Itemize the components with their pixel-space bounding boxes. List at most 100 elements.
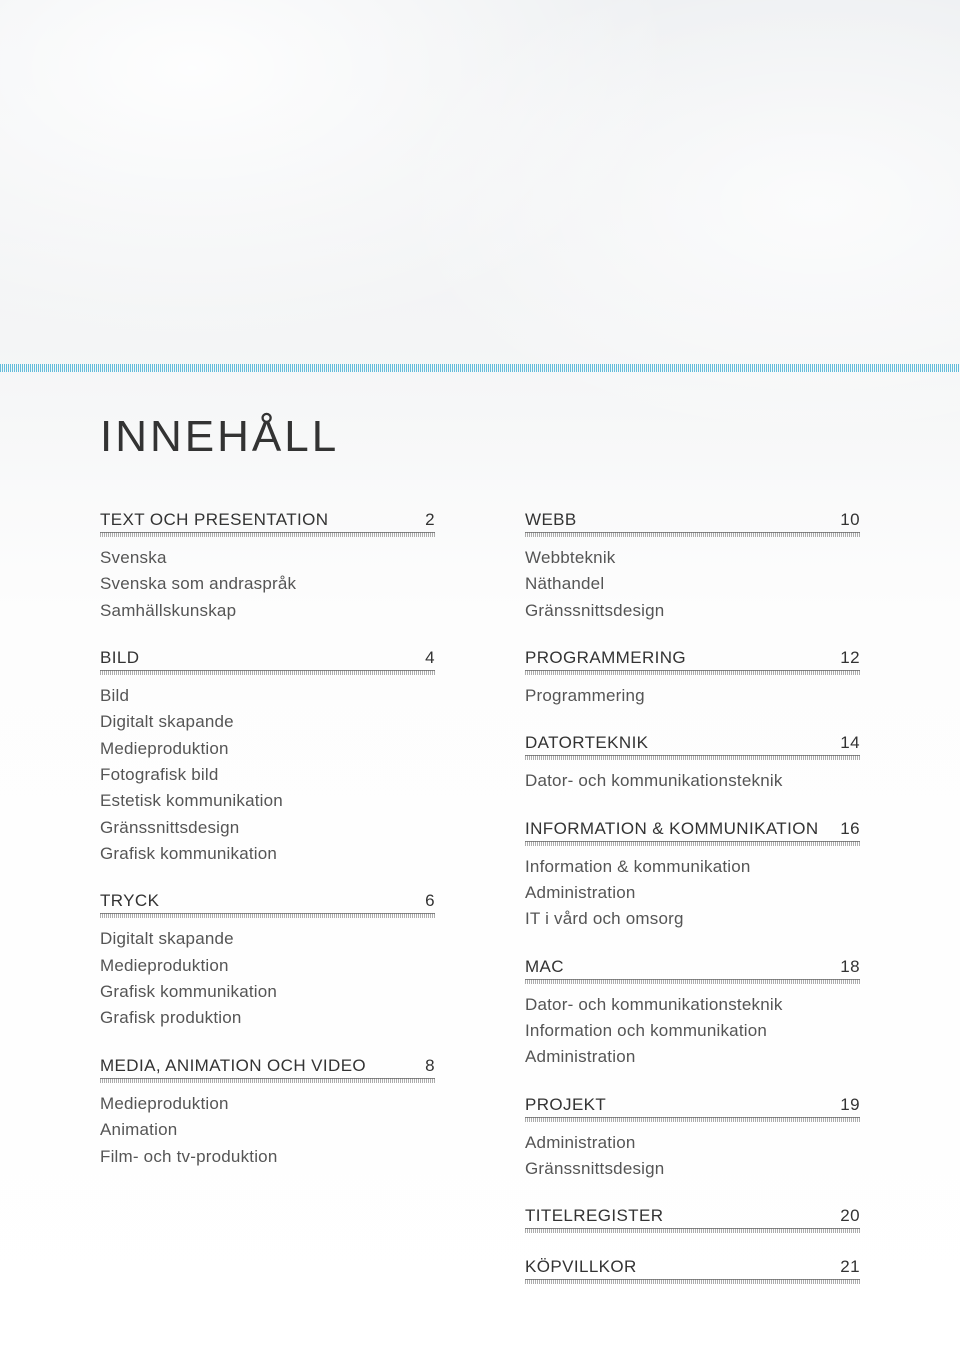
toc-item[interactable]: IT i vård och omsorg	[525, 906, 860, 932]
toc-item[interactable]: Information & kommunikation	[525, 854, 860, 880]
toc-section-title: TEXT OCH PRESENTATION	[100, 510, 328, 530]
toc-section-underline	[100, 532, 435, 537]
toc-section: PROJEKT 19 AdministrationGränssnittsdesign	[525, 1095, 860, 1183]
toc-section-underline	[525, 1228, 860, 1233]
toc-item[interactable]: Medieproduktion	[100, 736, 435, 762]
toc-item[interactable]: Svenska	[100, 545, 435, 571]
toc-item[interactable]: Estetisk kommunikation	[100, 788, 435, 814]
toc-section-underline	[100, 913, 435, 918]
toc-item[interactable]: Näthandel	[525, 571, 860, 597]
toc-section-header[interactable]: WEBB 10	[525, 510, 860, 533]
toc-item[interactable]: Grafisk kommunikation	[100, 841, 435, 867]
toc-section-title: DATORTEKNIK	[525, 733, 648, 753]
toc-section-header[interactable]: INFORMATION & KOMMUNIKATION 16	[525, 819, 860, 842]
toc-section-header[interactable]: BILD 4	[100, 648, 435, 671]
toc-item-list: BildDigitalt skapandeMedieproduktionFoto…	[100, 683, 435, 867]
toc-section-title: PROGRAMMERING	[525, 648, 686, 668]
toc-section-title: WEBB	[525, 510, 577, 530]
toc-section-header[interactable]: DATORTEKNIK 14	[525, 733, 860, 756]
toc-section-header[interactable]: TRYCK 6	[100, 891, 435, 914]
toc-item-list: Digitalt skapandeMedieproduktionGrafisk …	[100, 926, 435, 1031]
toc-section-title: MEDIA, ANIMATION OCH VIDEO	[100, 1056, 366, 1076]
toc-section-page: 14	[840, 733, 860, 753]
toc-section-underline	[100, 1078, 435, 1083]
toc-left-column: TEXT OCH PRESENTATION 2 SvenskaSvenska som…	[100, 510, 435, 1308]
toc-item-list: MedieproduktionAnimationFilm- och tv-pro…	[100, 1091, 435, 1170]
page-title: INNEHÅLL	[100, 412, 339, 462]
toc-section: TEXT OCH PRESENTATION 2 SvenskaSvenska som…	[100, 510, 435, 624]
toc-section-underline	[525, 532, 860, 537]
toc-item-list: Programmering	[525, 683, 860, 709]
toc-item[interactable]: Gränssnittsdesign	[100, 815, 435, 841]
toc-section: KÖPVILLKOR 21	[525, 1257, 860, 1284]
toc-item-list: Dator- och kommunikationsteknikInformati…	[525, 992, 860, 1071]
toc-section-header[interactable]: PROJEKT 19	[525, 1095, 860, 1118]
toc-section-header[interactable]: MAC 18	[525, 957, 860, 980]
toc-section-header[interactable]: KÖPVILLKOR 21	[525, 1257, 860, 1280]
toc-item[interactable]: Programmering	[525, 683, 860, 709]
toc-item[interactable]: Grafisk kommunikation	[100, 979, 435, 1005]
toc-item[interactable]: Administration	[525, 880, 860, 906]
toc-item[interactable]: Fotografisk bild	[100, 762, 435, 788]
toc-section: WEBB 10 WebbteknikNäthandelGränssnittsdesi…	[525, 510, 860, 624]
toc-section: MEDIA, ANIMATION OCH VIDEO 8 Medieprodukti…	[100, 1056, 435, 1170]
toc-section-underline	[525, 670, 860, 675]
toc-section-page: 4	[425, 648, 435, 668]
toc-item-list: AdministrationGränssnittsdesign	[525, 1130, 860, 1183]
toc-section-page: 18	[840, 957, 860, 977]
toc-section-title: KÖPVILLKOR	[525, 1257, 637, 1277]
toc-section-underline	[525, 1279, 860, 1284]
toc-section-title: INFORMATION & KOMMUNIKATION	[525, 819, 819, 839]
toc-item-list: SvenskaSvenska som andraspråkSamhällskun…	[100, 545, 435, 624]
toc-item[interactable]: Grafisk produktion	[100, 1005, 435, 1031]
toc-item[interactable]: Film- och tv-produktion	[100, 1144, 435, 1170]
toc-section-title: TRYCK	[100, 891, 159, 911]
toc-item[interactable]: Gränssnittsdesign	[525, 1156, 860, 1182]
toc-section: MAC 18 Dator- och kommunikationsteknikInfo…	[525, 957, 860, 1071]
toc-section: TRYCK6Digitalt skapandeMedieproduktionGr…	[100, 891, 435, 1031]
toc-section-title: BILD	[100, 648, 139, 668]
toc-item[interactable]: Medieproduktion	[100, 953, 435, 979]
page-divider	[0, 364, 960, 372]
toc-section-title: PROJEKT	[525, 1095, 606, 1115]
toc-item[interactable]: Dator- och kommunikationsteknik	[525, 992, 860, 1018]
toc-section-underline	[525, 1117, 860, 1122]
toc-section: TITELREGISTER20	[525, 1206, 860, 1233]
toc-section-page: 21	[840, 1257, 860, 1277]
toc-section-underline	[525, 755, 860, 760]
toc-section-page: 19	[840, 1095, 860, 1115]
toc-right-column: WEBB10WebbteknikNäthandelGränssnittsdesi…	[525, 510, 860, 1308]
toc-section-underline	[525, 841, 860, 846]
toc-item[interactable]: Animation	[100, 1117, 435, 1143]
toc-section-page: 8	[425, 1056, 435, 1076]
toc-item[interactable]: Gränssnittsdesign	[525, 598, 860, 624]
toc-item[interactable]: Administration	[525, 1130, 860, 1156]
toc-item[interactable]: Samhällskunskap	[100, 598, 435, 624]
toc-section-header[interactable]: MEDIA, ANIMATION OCH VIDEO 8	[100, 1056, 435, 1079]
toc-section: DATORTEKNIK 14 Dator- och kommunikationste…	[525, 733, 860, 794]
toc-section-underline	[100, 670, 435, 675]
toc-item[interactable]: Information och kommunikation	[525, 1018, 860, 1044]
toc-section-header[interactable]: TITELREGISTER20	[525, 1206, 860, 1229]
toc-item[interactable]: Digitalt skapande	[100, 926, 435, 952]
toc-item-list: Dator- och kommunikationsteknik	[525, 768, 860, 794]
toc-item[interactable]: Bild	[100, 683, 435, 709]
toc-section: BILD 4 BildDigitalt skapandeMedieproduktio…	[100, 648, 435, 867]
toc-section-header[interactable]: PROGRAMMERING 12	[525, 648, 860, 671]
toc-section-page: 12	[840, 648, 860, 668]
toc-section-header[interactable]: TEXT OCH PRESENTATION 2	[100, 510, 435, 533]
toc-section: INFORMATION & KOMMUNIKATION 16 Information…	[525, 819, 860, 933]
toc-section-page: 10	[840, 510, 860, 530]
toc-item[interactable]: Medieproduktion	[100, 1091, 435, 1117]
toc-section-page: 2	[425, 510, 435, 530]
toc-section-page: 16	[840, 819, 860, 839]
toc-section-page: 6	[425, 891, 435, 911]
toc-item-list: Information & kommunikationAdministratio…	[525, 854, 860, 933]
toc-item[interactable]: Svenska som andraspråk	[100, 571, 435, 597]
toc-item[interactable]: Dator- och kommunikationsteknik	[525, 768, 860, 794]
toc-item[interactable]: Administration	[525, 1044, 860, 1070]
toc-section-underline	[525, 979, 860, 984]
toc-item[interactable]: Webbteknik	[525, 545, 860, 571]
toc-section-title: MAC	[525, 957, 564, 977]
toc-item[interactable]: Digitalt skapande	[100, 709, 435, 735]
